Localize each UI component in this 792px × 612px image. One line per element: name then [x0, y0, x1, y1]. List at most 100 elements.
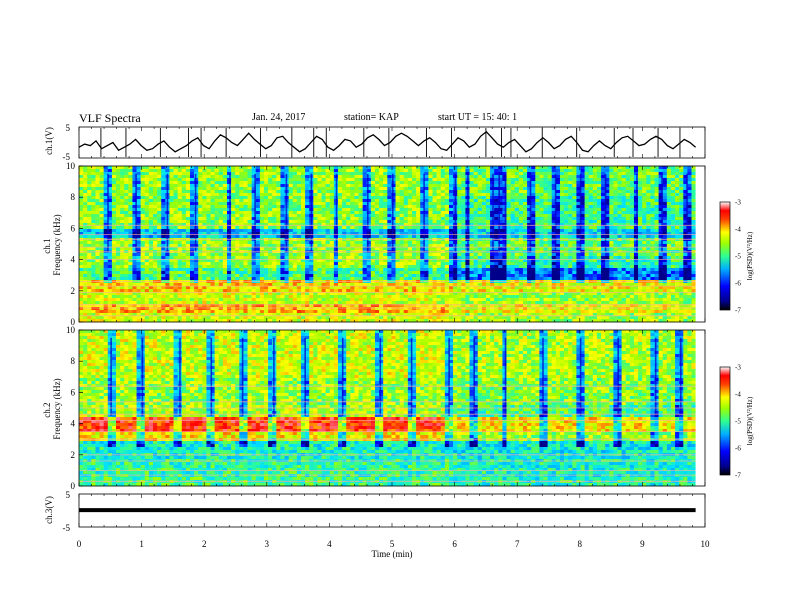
- ch1-spec-cell: [190, 184, 194, 187]
- ch1-spec-cell: [149, 235, 153, 238]
- ch1-spec-cell: [626, 241, 630, 244]
- ch1-spec-cell: [470, 256, 474, 259]
- ch1-spec-cell: [457, 187, 461, 190]
- ch1-spec-cell: [655, 190, 659, 193]
- ch1-spec-cell: [268, 193, 272, 196]
- ch1-spec-cell: [309, 253, 313, 256]
- ch1-spec-cell: [424, 241, 428, 244]
- ch1-spec-cell: [157, 211, 161, 214]
- ch1-spec-cell: [539, 208, 543, 211]
- ch1-spec-cell: [338, 229, 342, 232]
- ch1-spec-cell: [276, 208, 280, 211]
- ch1-spec-cell: [412, 208, 416, 211]
- ch1-spec-cell: [531, 208, 535, 211]
- ch1-spec-cell: [412, 241, 416, 244]
- ch1-spec-cell: [646, 217, 650, 220]
- ch1-spec-cell: [416, 211, 420, 214]
- ch1-spec-cell: [268, 223, 272, 226]
- ch1-spec-cell: [433, 166, 437, 169]
- ch1-spec-cell: [675, 166, 679, 169]
- ch1-spec-cell: [354, 226, 358, 229]
- ch1-spec-cell: [264, 241, 268, 244]
- ch1-spec-cell: [289, 229, 293, 232]
- ch1-spec-cell: [359, 178, 363, 181]
- ch1-spec-cell: [317, 256, 321, 259]
- ch1-spec-cell: [235, 226, 239, 229]
- ch1-spec-cell: [486, 205, 490, 208]
- ch1-spec-cell: [572, 181, 576, 184]
- ch1-spec-cell: [297, 208, 301, 211]
- ch1-spec-cell: [252, 256, 256, 259]
- ch1-spec-cell: [375, 175, 379, 178]
- ch1-spec-cell: [589, 241, 593, 244]
- ch1-spec-cell: [650, 253, 654, 256]
- ch1-spec-cell: [675, 187, 679, 190]
- ch1-spec-cell: [161, 169, 165, 172]
- ch1-spec-cell: [174, 181, 178, 184]
- ch1-spec-cell: [548, 241, 552, 244]
- ch1-spec-cell: [560, 235, 564, 238]
- ch1-spec-cell: [289, 205, 293, 208]
- ch1-spec-cell: [124, 217, 128, 220]
- ch1-spec-cell: [535, 181, 539, 184]
- ch1-spec-cell: [626, 166, 630, 169]
- ch1-spec-cell: [445, 172, 449, 175]
- ch1-spec-cell: [322, 184, 326, 187]
- ch1-spec-cell: [95, 208, 99, 211]
- ch1-spec-cell: [248, 172, 252, 175]
- ch1-spec-cell: [182, 199, 186, 202]
- ch1-spec-cell: [642, 196, 646, 199]
- ch1-spec-cell: [276, 205, 280, 208]
- ch1-spec-cell: [597, 199, 601, 202]
- ch1-spec-cell: [206, 235, 210, 238]
- ch1-spec-cell: [186, 265, 190, 268]
- ch1-spec-cell: [589, 256, 593, 259]
- ch1-spec-cell: [112, 199, 116, 202]
- ch1-spec-cell: [120, 217, 124, 220]
- ch1-spec-cell: [215, 226, 219, 229]
- ch1-spec-cell: [149, 181, 153, 184]
- ch1-spec-cell: [437, 196, 441, 199]
- ch1-spec-cell: [215, 184, 219, 187]
- ch1-spec-cell: [280, 226, 284, 229]
- ch1-spec-cell: [474, 184, 478, 187]
- ch1-spec-cell: [428, 166, 432, 169]
- ch1-spec-cell: [219, 175, 223, 178]
- ch1-spec-cell: [396, 208, 400, 211]
- ch1-spec-cell: [519, 190, 523, 193]
- ch1-spec-cell: [301, 229, 305, 232]
- ch1-spec-cell: [396, 262, 400, 265]
- ch1-spec-cell: [248, 211, 252, 214]
- ch1-spec-cell: [157, 208, 161, 211]
- ch1-spec-cell: [659, 262, 663, 265]
- ch1-spec-cell: [223, 262, 227, 265]
- ch1-spec-cell: [428, 181, 432, 184]
- ch1-spec-cell: [313, 253, 317, 256]
- ch1-spec-cell: [272, 175, 276, 178]
- ch1-spec-cell: [100, 256, 104, 259]
- ch1-spec-cell: [379, 211, 383, 214]
- ch1-spec-cell: [474, 172, 478, 175]
- ch1-spec-cell: [239, 202, 243, 205]
- ch1-spec-cell: [548, 181, 552, 184]
- ch1-spec-cell: [572, 229, 576, 232]
- ch1-spec-cell: [387, 196, 391, 199]
- ch1-spec-cell: [285, 166, 289, 169]
- ch1-spec-cell: [548, 190, 552, 193]
- ch1-spec-cell: [297, 181, 301, 184]
- ch1-spec-cell: [626, 256, 630, 259]
- ch1-spec-cell: [256, 229, 260, 232]
- ch1-spec-cell: [433, 196, 437, 199]
- ch1-spec-cell: [141, 187, 145, 190]
- ch1-spec-cell: [215, 223, 219, 226]
- ch1-spec-cell: [235, 175, 239, 178]
- ch1-spec-cell: [169, 184, 173, 187]
- ch1-spec-cell: [634, 262, 638, 265]
- ch1-spec-cell: [280, 175, 284, 178]
- ch1-spec-cell: [350, 253, 354, 256]
- ch1-spec-cell: [330, 226, 334, 229]
- ch1-spec-cell: [211, 199, 215, 202]
- ch1-spec-cell: [539, 190, 543, 193]
- ch1-spec-cell: [178, 196, 182, 199]
- ch1-spec-cell: [433, 199, 437, 202]
